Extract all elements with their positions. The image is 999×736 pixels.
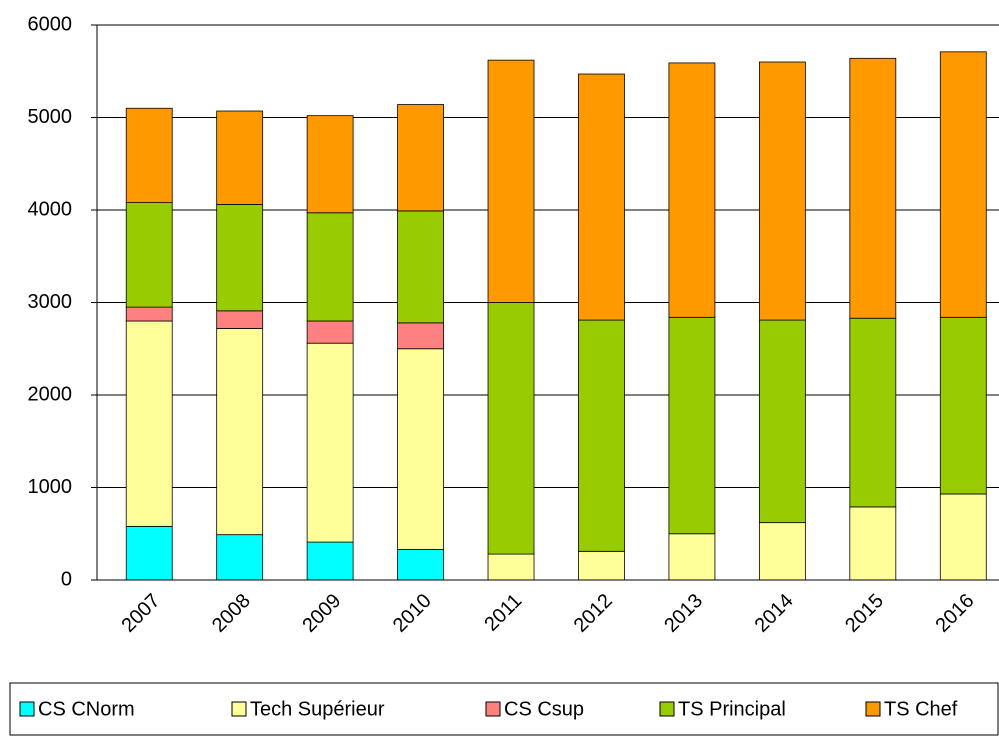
bar-segment <box>306 541 354 581</box>
legend-box <box>9 682 999 736</box>
bar-segment <box>306 212 354 322</box>
y-tick-label: 3000 <box>28 291 73 313</box>
bar-segment <box>125 306 173 322</box>
x-tick-label: 2016 <box>932 590 979 637</box>
bar-segment <box>397 104 444 212</box>
y-tick-label: 6000 <box>28 13 73 35</box>
legend-label: CS CNorm <box>38 698 135 720</box>
bar-segment <box>216 310 264 329</box>
bar-segment <box>306 115 354 214</box>
bar-segment <box>216 534 264 581</box>
legend-label: CS Csup <box>504 698 584 720</box>
x-tick-label: 2011 <box>480 590 526 636</box>
bar-segment <box>397 549 444 581</box>
x-tick-label: 2008 <box>208 590 255 637</box>
bar-segment <box>125 320 173 527</box>
bar-segment <box>216 327 264 536</box>
legend-swatch <box>659 701 675 717</box>
legend-swatch <box>231 701 247 717</box>
bar-segment <box>306 342 354 543</box>
bar-segment <box>578 319 625 552</box>
y-tick-label: 4000 <box>28 198 73 220</box>
legend-label: Tech Supérieur <box>250 698 385 720</box>
bar-segment <box>125 202 173 308</box>
bar-segment <box>939 493 987 581</box>
legend-swatch <box>19 701 35 717</box>
x-tick-label: 2014 <box>751 590 798 637</box>
bar-segment <box>939 316 987 495</box>
y-tick-label: 1000 <box>28 476 73 498</box>
y-tick-label: 0 <box>61 568 72 590</box>
bar-segment <box>849 57 897 319</box>
bar-segment <box>397 210 444 324</box>
bar-segment <box>758 61 806 321</box>
bar-segment <box>216 110 264 205</box>
legend-label: TS Chef <box>884 698 958 720</box>
bar-segment <box>849 506 897 581</box>
x-tick-label: 2010 <box>389 590 436 637</box>
bar-segment <box>849 317 897 508</box>
bar-segment <box>487 302 535 555</box>
bar-segment <box>216 204 264 312</box>
y-tick-label: 2000 <box>28 383 73 405</box>
bar-segment <box>668 62 716 318</box>
bar-segment <box>758 319 806 524</box>
y-tick-label: 5000 <box>28 106 73 128</box>
legend-label: TS Principal <box>678 698 786 720</box>
bar-segment <box>306 320 354 344</box>
bar-segment <box>668 533 716 581</box>
legend-swatch <box>865 701 881 717</box>
bar-segment <box>397 322 444 350</box>
bar-segment <box>487 59 535 303</box>
bar-segment <box>758 522 806 581</box>
x-tick-label: 2015 <box>841 590 888 637</box>
x-tick-label: 2012 <box>570 590 617 637</box>
bar-segment <box>578 550 625 581</box>
bar-segment <box>487 553 535 581</box>
x-tick-label: 2009 <box>298 590 345 637</box>
x-tick-label: 2013 <box>660 590 707 637</box>
bar-segment <box>125 525 173 581</box>
bar-segment <box>668 316 716 535</box>
bar-segment <box>578 73 625 321</box>
bar-segment <box>125 107 173 203</box>
bar-segment <box>939 51 987 318</box>
x-tick-label: 2007 <box>117 590 164 637</box>
bar-segment <box>397 348 444 550</box>
legend-swatch <box>485 701 501 717</box>
